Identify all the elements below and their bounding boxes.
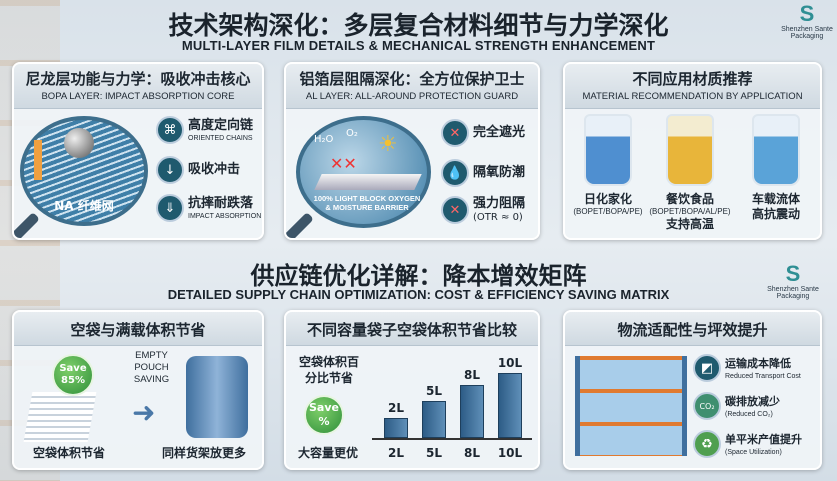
pouch-auto-fluid — [752, 114, 800, 186]
larger-better-label: 大容量更优 — [297, 446, 358, 460]
bar-x-label: 2L — [388, 446, 404, 460]
transport-cost-icon: ◩ — [693, 354, 721, 382]
panel-logistics: 物流适配性与坪效提升 ◩ 运输成本降低 Reduced Transport Cost… — [563, 310, 822, 470]
brand-logo-2: S Shenzhen Sante Packaging — [767, 261, 819, 301]
feature-space-utilization: ♻ 单平米产值提升 (Space Utilization) — [693, 430, 802, 458]
feature-strong-barrier: ✕ 强力阻隔 (OTR ≈ 0) — [441, 196, 525, 224]
bar-5L — [422, 401, 446, 438]
page-subtitle: MULTI-LAYER FILM DETAILS & MECHANICAL ST… — [181, 38, 656, 53]
feature-impact: ↓ 吸收冲击 — [156, 156, 240, 184]
droplet-icon: 💧 — [441, 159, 469, 187]
bar-2L — [384, 418, 408, 438]
flat-pouch-stack — [23, 392, 97, 442]
ball-icon — [64, 128, 94, 158]
save-badge: Save 85% — [52, 354, 94, 396]
warehouse-shelf-icon — [575, 356, 687, 456]
panel-material-recommendation: 不同应用材质推荐 MATERIAL RECOMMENDATION BY APPLI… — [563, 62, 822, 240]
drop-arrow-icon: ⇓ — [156, 194, 184, 222]
magnifier-foil-barrier: H₂O O₂ ☀ ✕✕ 100% LIGHT BLOCK OXYGEN & MO… — [296, 116, 431, 228]
bar-x-label: 10L — [497, 446, 523, 460]
bar-x-label: 5L — [426, 446, 442, 460]
panel-al-layer: 铝箔层阻隔深化：全方位保护卫士 AL LAYER: ALL-AROUND PROT… — [284, 62, 540, 240]
caption-more-on-shelf: 同样货架放更多 — [161, 446, 246, 460]
co2-icon: CO₂ — [693, 392, 721, 420]
arrow-right-icon: ➜ — [132, 396, 156, 429]
bar-x-labels: 2L 5L 8L 10L — [372, 446, 532, 462]
foil-sheet — [314, 174, 422, 190]
bar-data-label: 8L — [464, 368, 480, 382]
light-block-icon: ✕ — [441, 119, 469, 147]
brand-logo: S Shenzhen Sante Packaging — [781, 1, 833, 41]
bar-data-label: 5L — [426, 384, 442, 398]
caption-empty-volume: 空袋体积节省 — [32, 446, 105, 460]
drum-icon — [186, 356, 248, 438]
impact-arrow-icon — [34, 140, 42, 180]
volume-saving-label: 空袋体积百分比节省 — [298, 355, 359, 385]
feature-light-block: ✕ 完全遮光 — [441, 119, 525, 147]
app-household: 日化家化 (BOPET/BOPA/PE) — [573, 192, 643, 216]
section-subtitle: DETAILED SUPPLY CHAIN OPTIMIZATION: COST… — [167, 287, 670, 302]
bar-chart: 2L 5L 8L 10L — [372, 352, 532, 440]
impact-arrow-icon: ↓ — [156, 156, 184, 184]
panel-bopa-layer: 尼龙层功能与力学：吸收冲击核心 BOPA LAYER: IMPACT ABSORP… — [12, 62, 264, 240]
magnifier-fiber-network: NA 纤维网 — [20, 116, 148, 226]
feature-drop-resistance: ⇓ 抗摔耐跌落 IMPACT ABSORPTION — [156, 194, 261, 222]
feature-oriented-chains: ⌘ 高度定向链 ORIENTED CHAINS — [156, 116, 253, 144]
section-title: 供应链优化详解：降本增效矩阵 — [250, 262, 587, 290]
panel-capacity-comparison: 不同容量袋子空袋体积节省比较 空袋体积百分比节省 Save% 大容量更优 2L 5… — [284, 310, 540, 470]
bar-10L — [498, 373, 522, 438]
bar-data-label: 2L — [388, 401, 404, 415]
barrier-icon: ✕ — [441, 196, 469, 224]
recycle-icon: ♻ — [693, 430, 721, 458]
feature-oxygen-moisture: 💧 隔氧防潮 — [441, 159, 525, 187]
chain-network-icon: ⌘ — [156, 116, 184, 144]
pouch-detergent — [584, 114, 632, 186]
pouch-cooking-oil — [666, 114, 714, 186]
bar-8L — [460, 385, 484, 438]
page-title: 技术架构深化：多层复合材料细节与力学深化 — [168, 11, 669, 40]
app-food: 餐饮食品 (BOPET/BOPA/AL/PE) 支持高温 — [649, 192, 731, 231]
panel-volume-saving: 空袋与满载体积节省 Save 85% EMPTY POUCH SAVING ➜ … — [12, 310, 264, 470]
bar-x-label: 8L — [464, 446, 480, 460]
save-percent-badge: Save% — [304, 395, 344, 435]
app-automotive: 车载流体 高抗震动 — [751, 192, 800, 221]
magnifier-handle — [14, 212, 40, 238]
feature-transport-cost: ◩ 运输成本降低 Reduced Transport Cost — [693, 354, 801, 382]
sun-icon: ☀ — [378, 132, 398, 157]
magnifier-handle — [286, 212, 314, 238]
blocked-x-icon: ✕✕ — [330, 154, 357, 173]
bar-data-label: 10L — [497, 356, 523, 370]
feature-co2: CO₂ 碳排放减少 (Reduced CO₂) — [693, 392, 780, 420]
